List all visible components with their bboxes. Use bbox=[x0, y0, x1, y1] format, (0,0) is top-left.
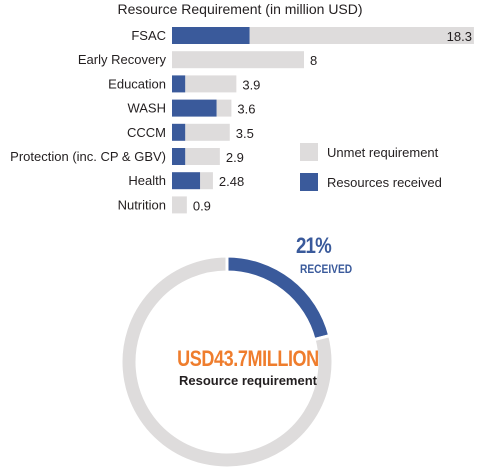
category-label-health: Health bbox=[128, 173, 166, 188]
donut-subtitle: Resource requirement bbox=[179, 373, 317, 388]
value-label-health: 2.48 bbox=[219, 174, 244, 189]
value-label-early-recovery: 8 bbox=[310, 53, 317, 68]
chart-title: Resource Requirement (in million USD) bbox=[117, 1, 363, 17]
bar-received-education bbox=[172, 75, 186, 93]
value-label-education: 3.9 bbox=[242, 77, 260, 92]
category-label-fsac: FSAC bbox=[131, 28, 166, 43]
category-label-early-recovery: Early Recovery bbox=[78, 52, 167, 67]
bar-received-health bbox=[172, 172, 201, 190]
bar-received-fsac bbox=[172, 27, 250, 44]
bar-received-wash bbox=[172, 99, 217, 117]
value-label-fsac: 18.3 bbox=[447, 29, 472, 44]
legend-unmet-swatch bbox=[300, 143, 318, 161]
category-label-cccm: CCCM bbox=[127, 125, 166, 140]
bar-unmet-education bbox=[185, 75, 237, 93]
legend-unmet: Unmet requirement bbox=[300, 143, 438, 161]
bar-unmet-wash bbox=[216, 99, 232, 117]
bar-received-cccm bbox=[172, 123, 186, 141]
legend-received-swatch bbox=[300, 173, 318, 191]
value-label-protection-inc-cp-gbv: 2.9 bbox=[226, 150, 244, 165]
donut-percent-label: 21% bbox=[296, 233, 332, 258]
bar-unmet-nutrition bbox=[172, 196, 187, 214]
value-label-wash: 3.6 bbox=[237, 102, 255, 117]
category-label-wash: WASH bbox=[127, 101, 166, 116]
category-label-nutrition: Nutrition bbox=[118, 197, 166, 212]
legend-received-label: Resources received bbox=[327, 174, 442, 190]
legend-received: Resources received bbox=[300, 173, 442, 191]
category-label-education: Education bbox=[108, 76, 166, 91]
bar-unmet-early-recovery bbox=[172, 51, 304, 69]
donut-received-label: RECEIVED bbox=[300, 262, 353, 276]
bar-unmet-cccm bbox=[185, 123, 230, 141]
bar-received-protection-inc-cp-gbv bbox=[172, 148, 186, 165]
bar-unmet-fsac bbox=[249, 27, 474, 44]
bar-chart: FSAC 18.3 Early Recovery 8 Education 3.9 WASH 3… bbox=[10, 27, 474, 214]
value-label-nutrition: 0.9 bbox=[193, 198, 211, 213]
legend-unmet-label: Unmet requirement bbox=[327, 144, 439, 160]
bar-unmet-protection-inc-cp-gbv bbox=[185, 148, 220, 165]
category-label-protection-inc-cp-gbv: Protection (inc. CP & GBV) bbox=[10, 149, 166, 164]
donut-slice-unmet bbox=[119, 254, 335, 467]
value-label-cccm: 3.5 bbox=[236, 126, 254, 141]
bar-unmet-health bbox=[200, 172, 213, 190]
donut-total-label: USD43.7MILLION bbox=[177, 346, 319, 371]
